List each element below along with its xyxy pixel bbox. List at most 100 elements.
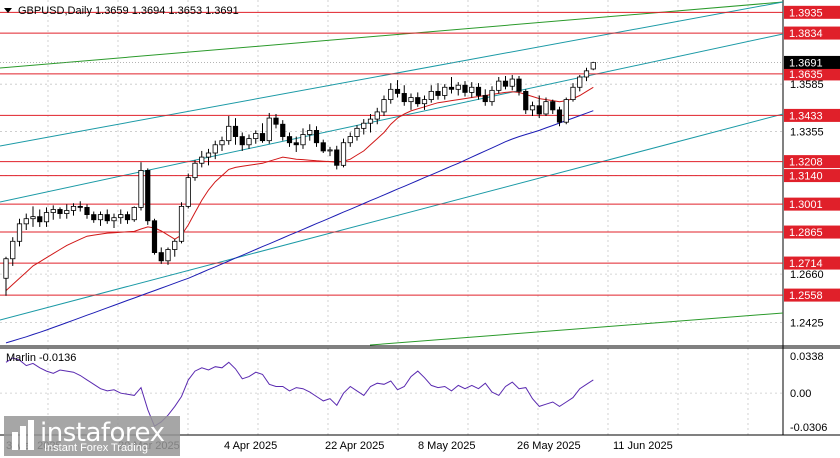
price-tick-label: 1.2425 xyxy=(790,317,824,329)
candle-bearish xyxy=(293,142,299,146)
channel-teal-line-3 xyxy=(0,113,784,321)
candle-bearish xyxy=(84,207,90,215)
candle-bullish xyxy=(64,210,70,214)
moving-average-blue-line xyxy=(5,110,594,344)
level-label: 1.2865 xyxy=(789,227,823,239)
candle-bullish xyxy=(428,90,434,100)
candle-bullish xyxy=(577,76,583,88)
candle-bullish xyxy=(266,117,272,142)
level-label-box xyxy=(784,288,840,302)
candle-bullish xyxy=(30,216,36,220)
candle-bullish xyxy=(10,240,16,260)
candle-bearish xyxy=(550,101,556,111)
candle-bullish xyxy=(590,62,596,70)
candle-bullish xyxy=(165,249,171,262)
candle-bearish xyxy=(556,109,563,123)
candle-bullish xyxy=(570,86,576,100)
candle-bullish xyxy=(381,99,387,113)
level-label-box xyxy=(784,169,840,183)
candle-bullish xyxy=(408,97,414,103)
candle-bearish xyxy=(280,123,286,137)
candle-bullish xyxy=(172,240,178,250)
candle-bullish xyxy=(361,122,367,129)
candle-bullish xyxy=(178,205,185,242)
candle-bearish xyxy=(482,95,488,103)
level-label-box xyxy=(784,155,840,169)
current-price-label: 1.3691 xyxy=(789,57,823,69)
candle-bearish xyxy=(523,90,529,111)
chart-title: GBPUSD,Daily 1.3659 1.3694 1.3653 1.3691 xyxy=(18,5,239,17)
candle-bullish xyxy=(455,84,461,90)
watermark-brand: instaforex xyxy=(40,418,165,448)
candle-bullish xyxy=(496,80,502,91)
candle-bullish xyxy=(212,144,218,154)
osc-tick-label: 0.00 xyxy=(790,388,811,400)
osc-tick-label: 0.0338 xyxy=(790,351,824,363)
channel-green-upper-line xyxy=(0,1,784,69)
level-label: 1.3208 xyxy=(789,157,823,169)
candle-bullish xyxy=(347,136,353,144)
candle-bearish xyxy=(239,136,245,146)
watermark-tagline: Instant Forex Trading xyxy=(44,442,148,454)
candle-bearish xyxy=(334,149,340,166)
level-label: 1.3001 xyxy=(789,199,823,211)
candle-bearish xyxy=(394,88,401,94)
candle-bullish xyxy=(543,101,549,115)
candle-bearish xyxy=(462,84,468,93)
candle-bearish xyxy=(91,214,97,221)
date-label: 8 May 2025 xyxy=(418,440,475,452)
candle-bullish xyxy=(340,142,347,166)
level-label-box xyxy=(784,225,840,239)
price-tick-label: 1.3355 xyxy=(790,126,824,138)
candle-bullish xyxy=(469,86,475,93)
candle-bullish xyxy=(374,111,380,120)
osc-tick-label: -0.0306 xyxy=(790,422,827,434)
candle-bullish xyxy=(199,156,205,164)
candle-bearish xyxy=(320,142,326,152)
candle-bullish xyxy=(300,134,306,146)
candle-bullish xyxy=(563,99,569,123)
candle-bearish xyxy=(448,86,455,90)
candle-bullish xyxy=(118,214,124,219)
candle-bearish xyxy=(124,214,131,221)
candle-bearish xyxy=(313,130,320,144)
candle-bearish xyxy=(415,97,421,105)
level-label-box xyxy=(784,256,840,270)
level-label-box xyxy=(784,67,840,81)
candle-bullish xyxy=(192,162,198,179)
date-label: 26 May 2025 xyxy=(517,440,581,452)
instaforex-watermark: instaforex Instant Forex Trading xyxy=(4,416,180,456)
level-label: 1.3834 xyxy=(789,28,823,40)
candle-bullish xyxy=(205,152,212,158)
candle-bullish xyxy=(138,170,144,208)
candle-bearish xyxy=(259,133,266,142)
date-label: 4 Apr 2025 xyxy=(224,440,277,452)
chart-menu-triangle-icon xyxy=(4,8,12,13)
current-price-label-box xyxy=(784,55,840,69)
candle-bullish xyxy=(509,78,515,87)
candle-bullish xyxy=(367,118,374,124)
candle-bullish xyxy=(327,149,333,152)
candle-bearish xyxy=(475,86,482,96)
level-label: 1.2558 xyxy=(789,290,823,302)
candle-bullish xyxy=(253,133,259,140)
candle-bearish xyxy=(104,214,110,222)
level-label: 1.3635 xyxy=(789,69,823,81)
candle-bearish xyxy=(273,117,279,125)
candle-bullish xyxy=(70,205,77,211)
marlin-line xyxy=(5,357,594,427)
candle-bearish xyxy=(57,209,63,214)
channel-green-lower-line xyxy=(369,312,784,346)
candle-bullish xyxy=(307,130,313,135)
candle-bullish xyxy=(421,99,428,105)
candle-bearish xyxy=(502,80,509,87)
candle-bearish xyxy=(37,216,43,223)
level-label-box xyxy=(784,5,840,19)
candle-bearish xyxy=(536,105,542,115)
level-label-box xyxy=(784,197,840,211)
candle-bullish xyxy=(131,207,137,221)
level-label: 1.2714 xyxy=(789,258,823,270)
level-label: 1.3935 xyxy=(789,7,823,19)
candle-bearish xyxy=(401,93,407,103)
